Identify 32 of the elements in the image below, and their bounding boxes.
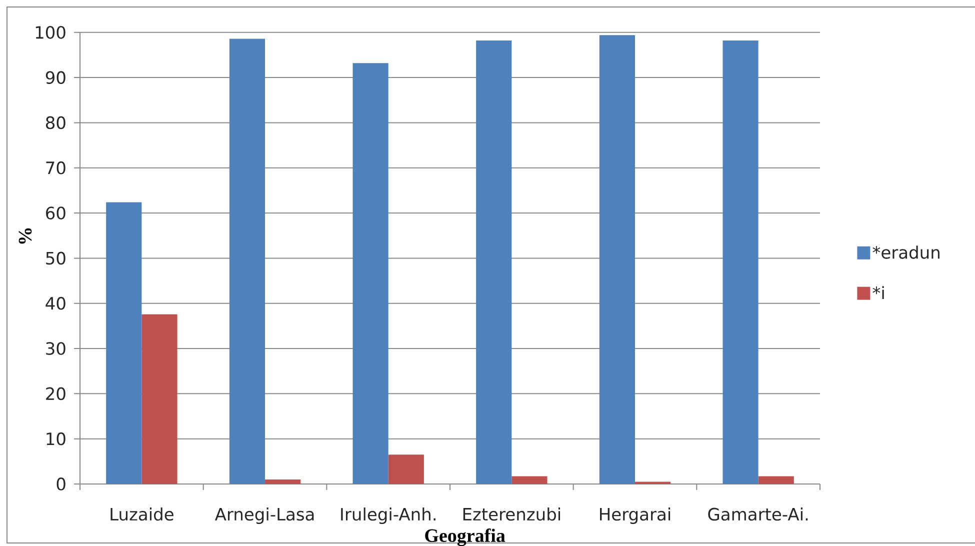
bar — [142, 314, 178, 484]
y-tick-label: 20 — [46, 387, 66, 400]
bar — [599, 35, 635, 484]
legend-label: *eradun — [872, 246, 940, 259]
bar — [106, 202, 142, 484]
bar — [352, 63, 388, 484]
y-tick-label: 50 — [46, 252, 66, 265]
x-tick-label: Irulegi-Anh. — [341, 508, 436, 524]
bar — [512, 476, 548, 484]
bar — [758, 476, 794, 484]
y-tick-label: 80 — [46, 116, 66, 130]
x-tick-label: Gamarte-Ai. — [708, 508, 808, 521]
x-tick-label: Ezterenzubi — [463, 508, 560, 521]
x-tick-label: Arnegi-Lasa — [214, 508, 314, 524]
bar — [476, 40, 512, 484]
x-tick-label: Luzaide — [110, 508, 174, 521]
bar — [722, 40, 758, 484]
bar — [229, 38, 266, 484]
y-axis-title: % — [18, 228, 32, 244]
y-tick-label: 40 — [46, 296, 66, 310]
x-tick-label: Hergarai — [600, 508, 670, 524]
y-tick-label: 100 — [36, 26, 66, 39]
bar — [265, 479, 301, 484]
y-tick-label: 0 — [56, 478, 66, 490]
y-tick-label: 60 — [46, 206, 66, 220]
y-tick-label: 90 — [46, 71, 66, 84]
bar — [388, 454, 424, 484]
legend-label: *i — [872, 286, 884, 300]
y-tick-label: 10 — [46, 432, 66, 446]
y-tick-label: 70 — [46, 161, 66, 174]
y-tick-label: 30 — [46, 342, 66, 355]
x-axis-title: Geografia — [425, 528, 506, 546]
